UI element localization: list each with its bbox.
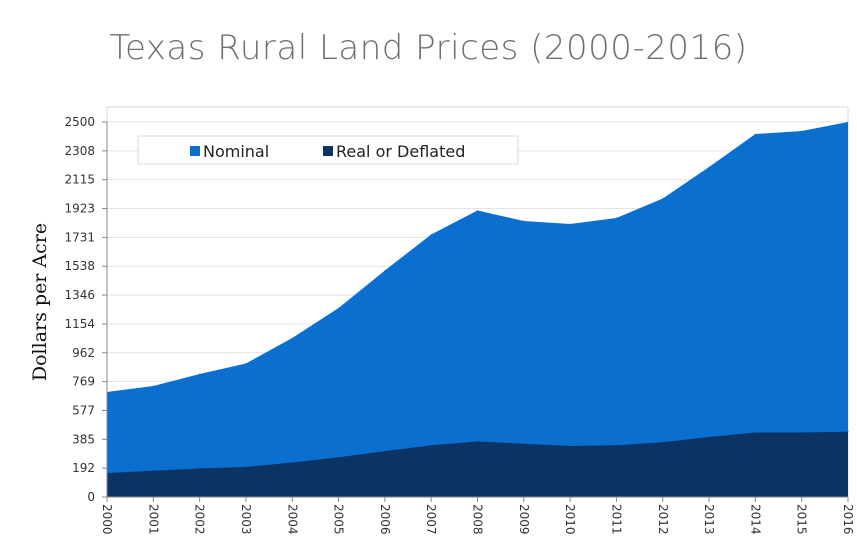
data-point [477,441,478,442]
data-point [847,121,849,123]
data-point [152,385,154,387]
y-axis-label: Dollars per Acre [29,223,51,381]
data-point [708,436,710,438]
data-point [245,466,247,468]
x-tick-label: 2005 [332,504,346,535]
x-tick-label: 2010 [563,504,577,535]
data-point [662,441,664,443]
legend-swatch-real [323,146,333,156]
data-point [615,217,617,219]
data-point [523,443,525,445]
data-point [569,445,571,447]
data-point [245,363,247,364]
x-tick-label: 2002 [193,504,207,535]
data-point [569,223,571,225]
x-tick-label: 2009 [517,504,531,535]
x-tick-label: 2001 [146,504,160,535]
legend: Nominal Real or Deflated [137,135,519,165]
chart-title: Texas Rural Land Prices (2000-2016) [109,28,748,68]
y-tick-label: 2500 [64,115,95,129]
data-point [152,470,154,472]
y-tick-label: 0 [87,490,95,504]
y-tick-label: 1538 [64,259,95,273]
data-point [199,468,201,469]
x-tick-label: 2000 [100,504,114,535]
legend-swatch-nominal [190,146,200,156]
data-point [523,220,525,222]
y-tick-label: 1923 [64,202,95,216]
x-tick-label: 2011 [609,504,623,535]
y-tick-label: 192 [72,461,95,475]
y-tick-label: 577 [72,403,95,417]
data-point [384,450,386,452]
data-point [615,444,617,446]
data-point [384,270,386,271]
data-point [291,337,293,339]
data-point [847,431,849,433]
x-tick-label: 2016 [841,504,855,535]
data-point [199,373,201,375]
data-point [477,210,478,211]
series-area-nominal [107,122,848,497]
data-point [708,166,710,168]
data-point [801,432,803,433]
y-tick-label: 1346 [64,288,95,302]
y-axis: 0 192 385 577 769 962 1154 1346 1538 1731 1923 2115… [64,115,108,504]
data-point [430,444,432,446]
y-tick-label: 1731 [64,230,95,244]
x-axis: 2000 2001 2002 2003 2004 2005 2006 2007 2008 2009… [100,496,855,535]
series-area-real-or-deflated [107,431,848,497]
y-tick-label: 2308 [64,144,95,158]
data-point [430,234,432,235]
data-point [291,462,293,463]
x-tick-label: 2004 [285,504,299,535]
data-point [338,307,340,309]
x-tick-label: 2008 [471,504,485,535]
data-point [338,456,340,458]
x-tick-label: 2015 [795,504,809,535]
x-tick-label: 2007 [424,504,438,535]
y-tick-label: 769 [72,375,95,389]
y-tick-label: 2115 [64,173,95,187]
legend-label-nominal: Nominal [203,142,269,161]
y-tick-label: 962 [72,346,95,360]
data-point [662,198,664,199]
x-tick-label: 2012 [656,504,670,535]
x-tick-label: 2013 [702,504,716,535]
data-point [801,130,803,132]
x-tick-label: 2014 [748,504,762,535]
y-tick-label: 385 [72,432,95,446]
data-point [754,432,756,433]
y-tick-label: 1154 [64,317,95,331]
x-tick-label: 2006 [378,504,392,535]
x-tick-label: 2003 [239,504,253,535]
data-point [754,133,756,135]
legend-label-real: Real or Deflated [336,142,465,161]
